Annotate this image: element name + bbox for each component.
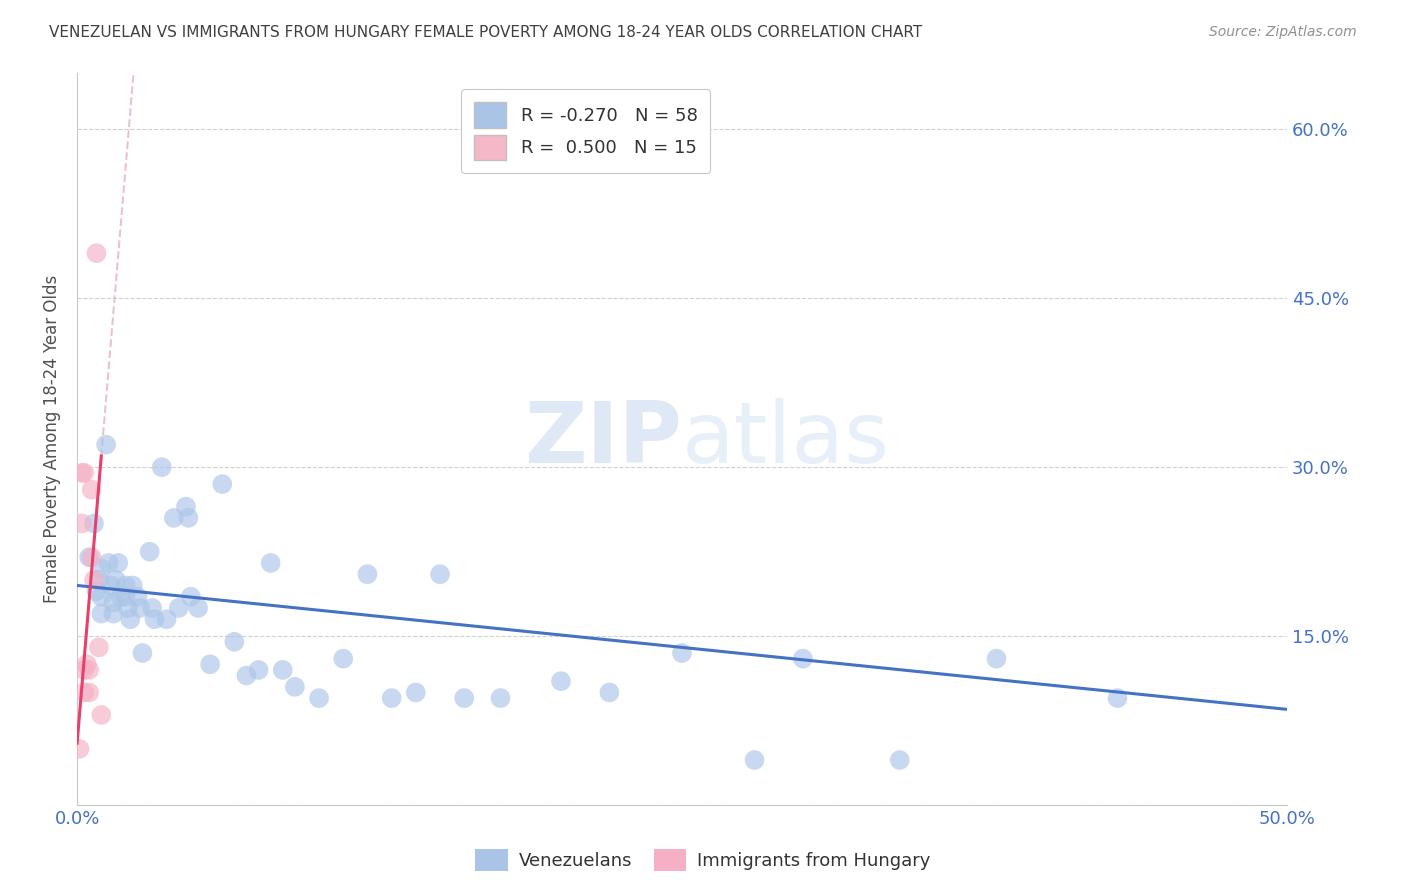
Point <box>356 567 378 582</box>
Text: atlas: atlas <box>682 398 890 481</box>
Point <box>198 657 221 672</box>
Point <box>550 674 572 689</box>
Point <box>224 634 246 648</box>
Point <box>744 753 766 767</box>
Point <box>121 578 143 592</box>
Text: Source: ZipAtlas.com: Source: ZipAtlas.com <box>1209 25 1357 39</box>
Point <box>141 601 163 615</box>
Point <box>405 685 427 699</box>
Point <box>156 612 179 626</box>
Point <box>598 685 620 699</box>
Point <box>73 466 96 480</box>
Point <box>94 437 117 451</box>
Point <box>235 668 257 682</box>
Point <box>308 691 330 706</box>
Point <box>110 590 132 604</box>
Point <box>986 651 1008 665</box>
Point <box>1107 691 1129 706</box>
Point <box>127 590 149 604</box>
Point <box>90 561 112 575</box>
Point <box>177 511 200 525</box>
Point <box>138 544 160 558</box>
Point <box>889 753 911 767</box>
Point <box>247 663 270 677</box>
Point <box>103 607 125 621</box>
Point <box>174 500 197 514</box>
Point <box>114 578 136 592</box>
Point <box>167 601 190 615</box>
Point <box>90 607 112 621</box>
Point <box>429 567 451 582</box>
Point <box>131 646 153 660</box>
Point <box>117 601 139 615</box>
Point <box>90 590 112 604</box>
Point <box>114 590 136 604</box>
Point <box>107 556 129 570</box>
Point <box>129 601 152 615</box>
Point <box>163 511 186 525</box>
Point <box>284 680 307 694</box>
Point <box>211 477 233 491</box>
Legend: Venezuelans, Immigrants from Hungary: Venezuelans, Immigrants from Hungary <box>468 842 938 879</box>
Point <box>83 573 105 587</box>
Point <box>70 466 93 480</box>
Point <box>80 550 103 565</box>
Point <box>73 663 96 677</box>
Point <box>80 483 103 497</box>
Point <box>87 573 110 587</box>
Point <box>259 556 281 570</box>
Point <box>489 691 512 706</box>
Point <box>103 595 125 609</box>
Point <box>150 460 173 475</box>
Point <box>104 573 127 587</box>
Legend: R = -0.270   N = 58, R =  0.500   N = 15: R = -0.270 N = 58, R = 0.500 N = 15 <box>461 89 710 173</box>
Point <box>69 741 91 756</box>
Point <box>76 657 98 672</box>
Point <box>77 550 100 565</box>
Point <box>86 246 108 260</box>
Point <box>332 651 354 665</box>
Point <box>453 691 475 706</box>
Point <box>87 640 110 655</box>
Point <box>100 578 122 592</box>
Y-axis label: Female Poverty Among 18-24 Year Olds: Female Poverty Among 18-24 Year Olds <box>44 275 60 603</box>
Point <box>97 556 120 570</box>
Text: VENEZUELAN VS IMMIGRANTS FROM HUNGARY FEMALE POVERTY AMONG 18-24 YEAR OLDS CORRE: VENEZUELAN VS IMMIGRANTS FROM HUNGARY FE… <box>49 25 922 40</box>
Point <box>187 601 209 615</box>
Point <box>271 663 294 677</box>
Point <box>120 612 142 626</box>
Text: ZIP: ZIP <box>524 398 682 481</box>
Point <box>180 590 202 604</box>
Point <box>77 663 100 677</box>
Point <box>73 685 96 699</box>
Point <box>70 516 93 531</box>
Point <box>671 646 693 660</box>
Point <box>86 584 108 599</box>
Point <box>792 651 814 665</box>
Point <box>90 708 112 723</box>
Point <box>77 685 100 699</box>
Point <box>83 516 105 531</box>
Point <box>143 612 166 626</box>
Point <box>381 691 404 706</box>
